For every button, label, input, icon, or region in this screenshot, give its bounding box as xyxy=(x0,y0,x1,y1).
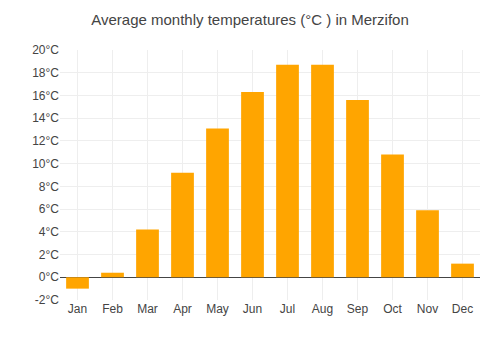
svg-text:18°C: 18°C xyxy=(32,66,59,80)
svg-text:Feb: Feb xyxy=(102,302,123,316)
svg-text:14°C: 14°C xyxy=(32,111,59,125)
svg-text:Jan: Jan xyxy=(68,302,87,316)
svg-text:12°C: 12°C xyxy=(32,134,59,148)
svg-text:4°C: 4°C xyxy=(39,225,59,239)
svg-text:May: May xyxy=(206,302,229,316)
svg-text:6°C: 6°C xyxy=(39,202,59,216)
svg-text:Dec: Dec xyxy=(452,302,473,316)
svg-text:-2°C: -2°C xyxy=(35,293,59,307)
svg-text:Sep: Sep xyxy=(347,302,369,316)
svg-text:Apr: Apr xyxy=(173,302,192,316)
svg-text:10°C: 10°C xyxy=(32,157,59,171)
svg-text:0°C: 0°C xyxy=(39,270,59,284)
svg-text:Mar: Mar xyxy=(137,302,158,316)
svg-text:20°C: 20°C xyxy=(32,43,59,57)
svg-text:Average monthly temperatures (: Average monthly temperatures (°C ) in Me… xyxy=(91,11,409,28)
svg-text:Oct: Oct xyxy=(383,302,402,316)
svg-text:Nov: Nov xyxy=(417,302,438,316)
svg-text:Aug: Aug xyxy=(312,302,333,316)
svg-text:16°C: 16°C xyxy=(32,89,59,103)
svg-text:2°C: 2°C xyxy=(39,248,59,262)
svg-text:Jun: Jun xyxy=(243,302,262,316)
svg-text:Jul: Jul xyxy=(280,302,295,316)
svg-text:8°C: 8°C xyxy=(39,180,59,194)
